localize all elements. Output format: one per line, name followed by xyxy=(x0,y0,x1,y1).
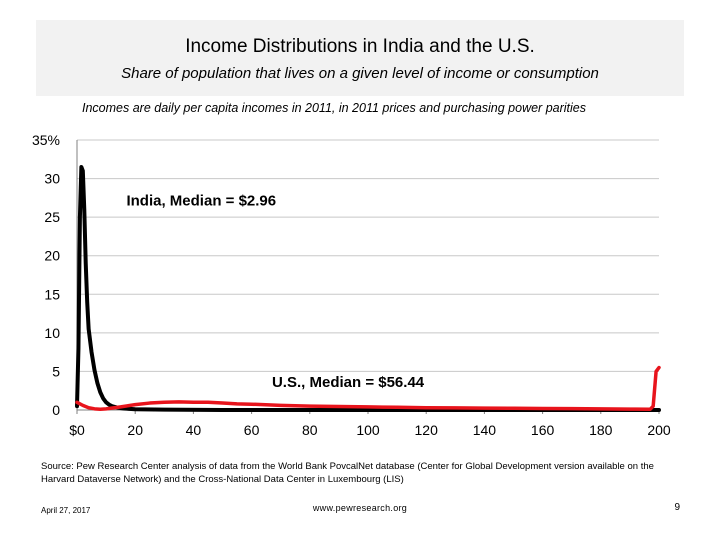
x-tick-label: 160 xyxy=(531,422,555,438)
series-line-india xyxy=(75,165,661,412)
x-tick-label: 80 xyxy=(302,422,318,438)
footer-url[interactable]: www.pewresearch.org xyxy=(312,503,408,513)
x-tick-label: 20 xyxy=(127,422,143,438)
x-tick-label: 200 xyxy=(647,422,671,438)
page-number: 9 xyxy=(674,502,680,513)
x-tick-label: 60 xyxy=(244,422,260,438)
source-note: Source: Pew Research Center analysis of … xyxy=(41,461,654,485)
y-tick-label: 25 xyxy=(44,209,60,225)
y-tick-label: 10 xyxy=(44,325,60,341)
series-line-u-s xyxy=(75,365,661,411)
x-tick-label: 140 xyxy=(473,422,497,438)
annotation-label: India, Median = $2.96 xyxy=(126,193,276,210)
y-tick-label: 0 xyxy=(52,402,60,418)
tick-labels: 0 5 10 15 20 25 30 35% $0 20 40 60 80 100 120 140 160 180… xyxy=(32,132,671,438)
chart-subtitle: Share of population that lives on a give… xyxy=(121,65,599,82)
y-tick-label: 30 xyxy=(44,171,60,187)
x-tick-label: 180 xyxy=(589,422,613,438)
x-tick-label: 120 xyxy=(415,422,439,438)
y-tick-label: 35% xyxy=(32,132,60,148)
x-tick-label: 100 xyxy=(356,422,380,438)
chart-title: Income Distributions in India and the U.… xyxy=(185,36,535,57)
series-lines xyxy=(75,165,661,412)
y-tick-label: 20 xyxy=(44,248,60,264)
annotations: India, Median = $2.96 U.S., Median = $56.… xyxy=(126,193,424,391)
x-tick-label: 40 xyxy=(186,422,202,438)
header-band xyxy=(36,20,684,96)
footer-date: April 27, 2017 xyxy=(41,506,91,515)
y-tick-label: 15 xyxy=(44,286,60,302)
chart-note: Incomes are daily per capita incomes in … xyxy=(82,101,586,115)
annotation-label: U.S., Median = $56.44 xyxy=(272,374,425,391)
x-tick-label: $0 xyxy=(69,422,85,438)
gridlines xyxy=(77,139,659,372)
y-tick-label: 5 xyxy=(52,363,60,379)
